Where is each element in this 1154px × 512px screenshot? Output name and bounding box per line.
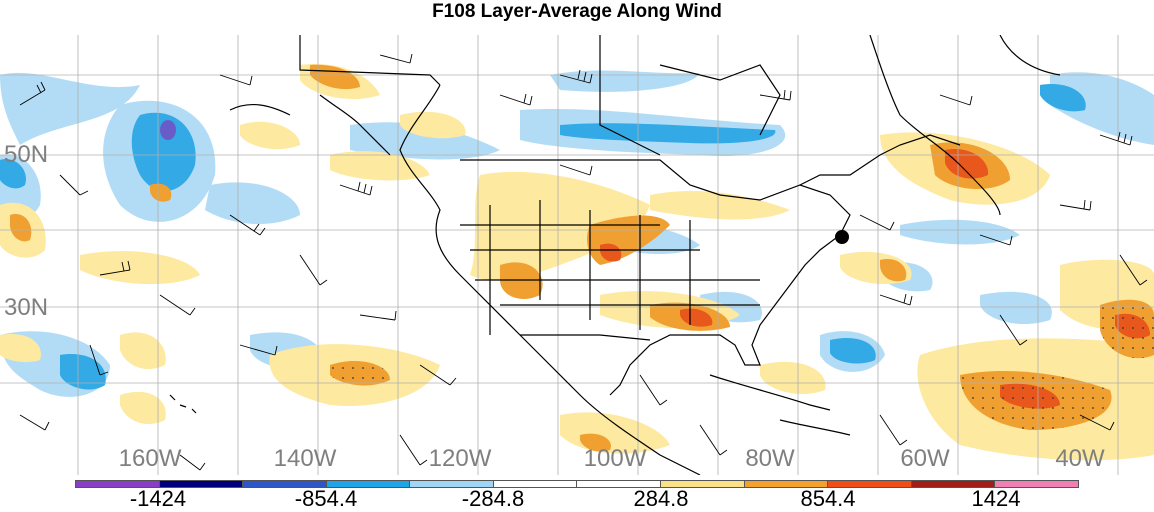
lon-label-80w: 80W [745,445,795,472]
lat-lon-grid [0,35,1154,475]
colorbar-segment [995,481,1078,487]
colorbar-segment [76,481,160,487]
colorbar-label: 1424 [971,486,1021,511]
colorbar-label: 854.4 [800,486,856,511]
lat-label-50n: 50N [4,141,49,168]
colorbar-label: -854.4 [294,486,358,511]
colorbar-segment [243,481,327,487]
colorbar-segment [326,481,411,487]
colorbar-segment [828,481,912,487]
lon-label-100w: 100W [583,445,647,472]
coastlines-borders [169,35,1061,475]
colorbar-label: -284.8 [461,486,525,511]
location-marker [835,230,849,244]
colorbar-segment [410,481,494,487]
colorbar-segment [577,481,662,487]
lon-label-140w: 140W [273,445,337,472]
shading-dark-blue [160,120,176,140]
colorbar-label: 284.8 [633,486,689,511]
stipple [330,299,1154,430]
colorbar-segment [911,481,996,487]
colorbar [75,480,1079,488]
lon-label-120w: 120W [428,445,492,472]
colorbar-segment [661,481,745,487]
lon-label-60w: 60W [900,445,950,472]
shading-blue [0,84,1086,390]
weather-map [0,35,1154,475]
colorbar-segment [159,481,244,487]
wind-barbs [19,53,1148,471]
colorbar-segment [493,481,578,487]
colorbar-segment [744,481,829,487]
lat-label-30n: 30N [4,294,49,321]
map-title: F108 Layer-Average Along Wind [432,1,722,22]
colorbar-label: -1424 [129,486,187,511]
lon-label-160w: 160W [118,445,182,472]
lon-label-40w: 40W [1055,445,1105,472]
